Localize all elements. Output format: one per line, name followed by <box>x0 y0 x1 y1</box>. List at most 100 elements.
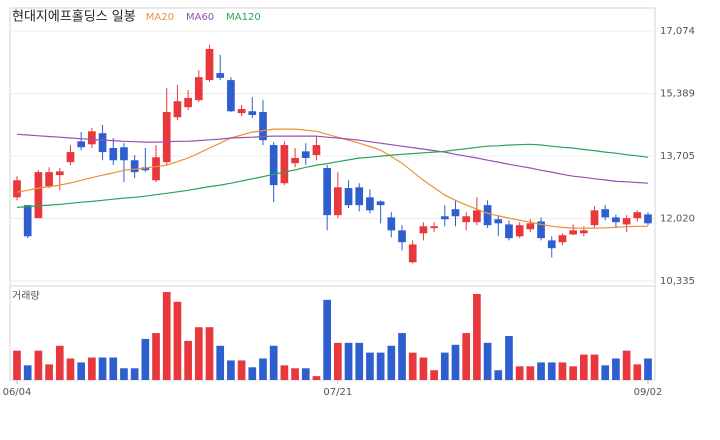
volume-bar <box>130 368 139 380</box>
volume-bar <box>451 344 460 380</box>
volume-label: 거래량 <box>12 290 40 302</box>
candle-body <box>109 148 118 161</box>
volume-bar <box>23 365 32 380</box>
volume-bar <box>109 357 118 380</box>
candle-body <box>291 158 299 164</box>
candle-body <box>269 145 278 186</box>
candle-body <box>88 131 96 145</box>
volume-bar <box>622 350 631 380</box>
candle-body <box>398 230 406 243</box>
volume-bar <box>515 366 524 380</box>
y-tick-label: 12,020 <box>660 213 695 224</box>
candle-body <box>194 77 203 101</box>
volume-bar <box>227 360 235 380</box>
candle-body <box>162 112 171 163</box>
y-tick-label: 10,335 <box>660 276 695 287</box>
volume-bar <box>355 342 364 380</box>
candle-body <box>45 172 53 187</box>
candle-body <box>612 217 620 223</box>
candle-body <box>644 214 652 224</box>
volume-bar <box>430 370 438 380</box>
candle-body <box>77 141 86 148</box>
volume-bar <box>408 352 417 380</box>
volume-bar <box>205 327 214 380</box>
candle-body <box>622 218 631 225</box>
legend-entry: MA60 <box>186 12 214 23</box>
candle-body <box>547 240 556 249</box>
volume-bar <box>248 367 257 380</box>
candle-body <box>120 147 128 161</box>
candle-body <box>130 160 139 173</box>
candle-body <box>473 210 481 223</box>
volume-bar <box>269 345 278 380</box>
candle-body <box>173 101 182 118</box>
candle-body <box>537 221 545 239</box>
y-tick-label: 15,389 <box>660 89 695 100</box>
candle-body <box>526 223 535 230</box>
volume-bar <box>259 358 267 380</box>
x-tick-label: 07/21 <box>323 387 352 398</box>
candle-body <box>590 210 599 226</box>
candle-body <box>451 209 460 217</box>
volume-bar <box>120 368 128 380</box>
candle-body <box>141 167 150 171</box>
candle-body <box>98 133 107 153</box>
candle-body <box>237 109 246 114</box>
volume-bar <box>291 368 299 380</box>
candle-body <box>569 230 577 235</box>
candle-body <box>152 157 160 181</box>
volume-bar <box>152 333 160 380</box>
volume-bar <box>280 365 289 380</box>
volume-bar <box>387 345 396 380</box>
candle-body <box>440 216 449 220</box>
volume-bar <box>612 358 620 380</box>
volume-bar <box>494 370 503 380</box>
candle-body <box>184 97 192 108</box>
volume-bar <box>162 292 171 380</box>
candle-body <box>23 205 32 237</box>
volume-bar <box>45 364 53 380</box>
x-tick-label: 06/04 <box>3 387 32 398</box>
volume-bar <box>462 333 471 380</box>
candle-body <box>248 111 257 115</box>
volume-bar <box>88 357 96 380</box>
candle-body <box>355 187 364 206</box>
x-tick-label: 09/02 <box>634 387 663 398</box>
volume-bar <box>376 352 385 380</box>
ma-line <box>16 143 649 208</box>
candle-body <box>366 197 374 211</box>
y-tick-label: 13,705 <box>660 151 695 162</box>
volume-bar <box>590 354 599 380</box>
candle-body <box>227 80 235 112</box>
candle-body <box>301 151 310 159</box>
candle-body <box>462 216 471 223</box>
volume-bar <box>344 342 353 380</box>
y-tick-label: 17,074 <box>660 26 695 37</box>
candle-body <box>505 224 513 239</box>
volume-bar <box>579 354 588 380</box>
candle-body <box>323 168 332 216</box>
candle-body <box>312 145 321 156</box>
volume-bar <box>323 299 332 380</box>
ma-line <box>16 128 648 229</box>
volume-bar <box>13 350 21 380</box>
volume-bar <box>312 376 321 380</box>
volume-bar <box>398 333 406 380</box>
volume-bar <box>98 357 107 380</box>
candle-body <box>579 230 588 234</box>
legend-entry: MA20 <box>146 12 174 23</box>
plot-frame <box>9 7 656 381</box>
candle-body <box>333 187 342 216</box>
volume-bar <box>505 336 513 380</box>
candle-body <box>34 172 43 219</box>
volume-bar <box>194 327 203 380</box>
volume-bar <box>66 358 75 380</box>
legend-entry: MA120 <box>226 12 261 23</box>
volume-bar <box>601 365 610 380</box>
candle-body <box>216 73 225 78</box>
volume-bar <box>633 364 642 380</box>
candle-body <box>601 209 610 218</box>
ma-line <box>16 133 649 184</box>
candle-body <box>55 171 64 176</box>
